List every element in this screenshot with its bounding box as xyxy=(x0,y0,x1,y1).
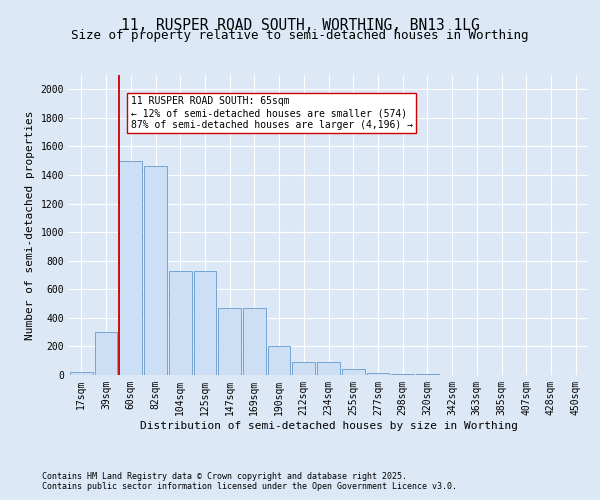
Bar xyxy=(391,374,414,375)
Bar xyxy=(292,362,315,375)
Bar xyxy=(243,308,266,375)
Bar xyxy=(268,346,290,375)
Bar xyxy=(342,370,365,375)
X-axis label: Distribution of semi-detached houses by size in Worthing: Distribution of semi-detached houses by … xyxy=(139,420,517,430)
Bar xyxy=(144,166,167,375)
Bar xyxy=(169,270,191,375)
Text: Size of property relative to semi-detached houses in Worthing: Size of property relative to semi-detach… xyxy=(71,29,529,42)
Bar xyxy=(194,270,216,375)
Bar xyxy=(218,308,241,375)
Bar xyxy=(119,160,142,375)
Bar xyxy=(70,372,93,375)
Text: Contains HM Land Registry data © Crown copyright and database right 2025.: Contains HM Land Registry data © Crown c… xyxy=(42,472,407,481)
Bar xyxy=(416,374,439,375)
Text: 11, RUSPER ROAD SOUTH, WORTHING, BN13 1LG: 11, RUSPER ROAD SOUTH, WORTHING, BN13 1L… xyxy=(121,18,479,32)
Bar xyxy=(367,373,389,375)
Bar xyxy=(95,332,118,375)
Y-axis label: Number of semi-detached properties: Number of semi-detached properties xyxy=(25,110,35,340)
Bar xyxy=(317,362,340,375)
Text: Contains public sector information licensed under the Open Government Licence v3: Contains public sector information licen… xyxy=(42,482,457,491)
Text: 11 RUSPER ROAD SOUTH: 65sqm
← 12% of semi-detached houses are smaller (574)
87% : 11 RUSPER ROAD SOUTH: 65sqm ← 12% of sem… xyxy=(131,96,413,130)
